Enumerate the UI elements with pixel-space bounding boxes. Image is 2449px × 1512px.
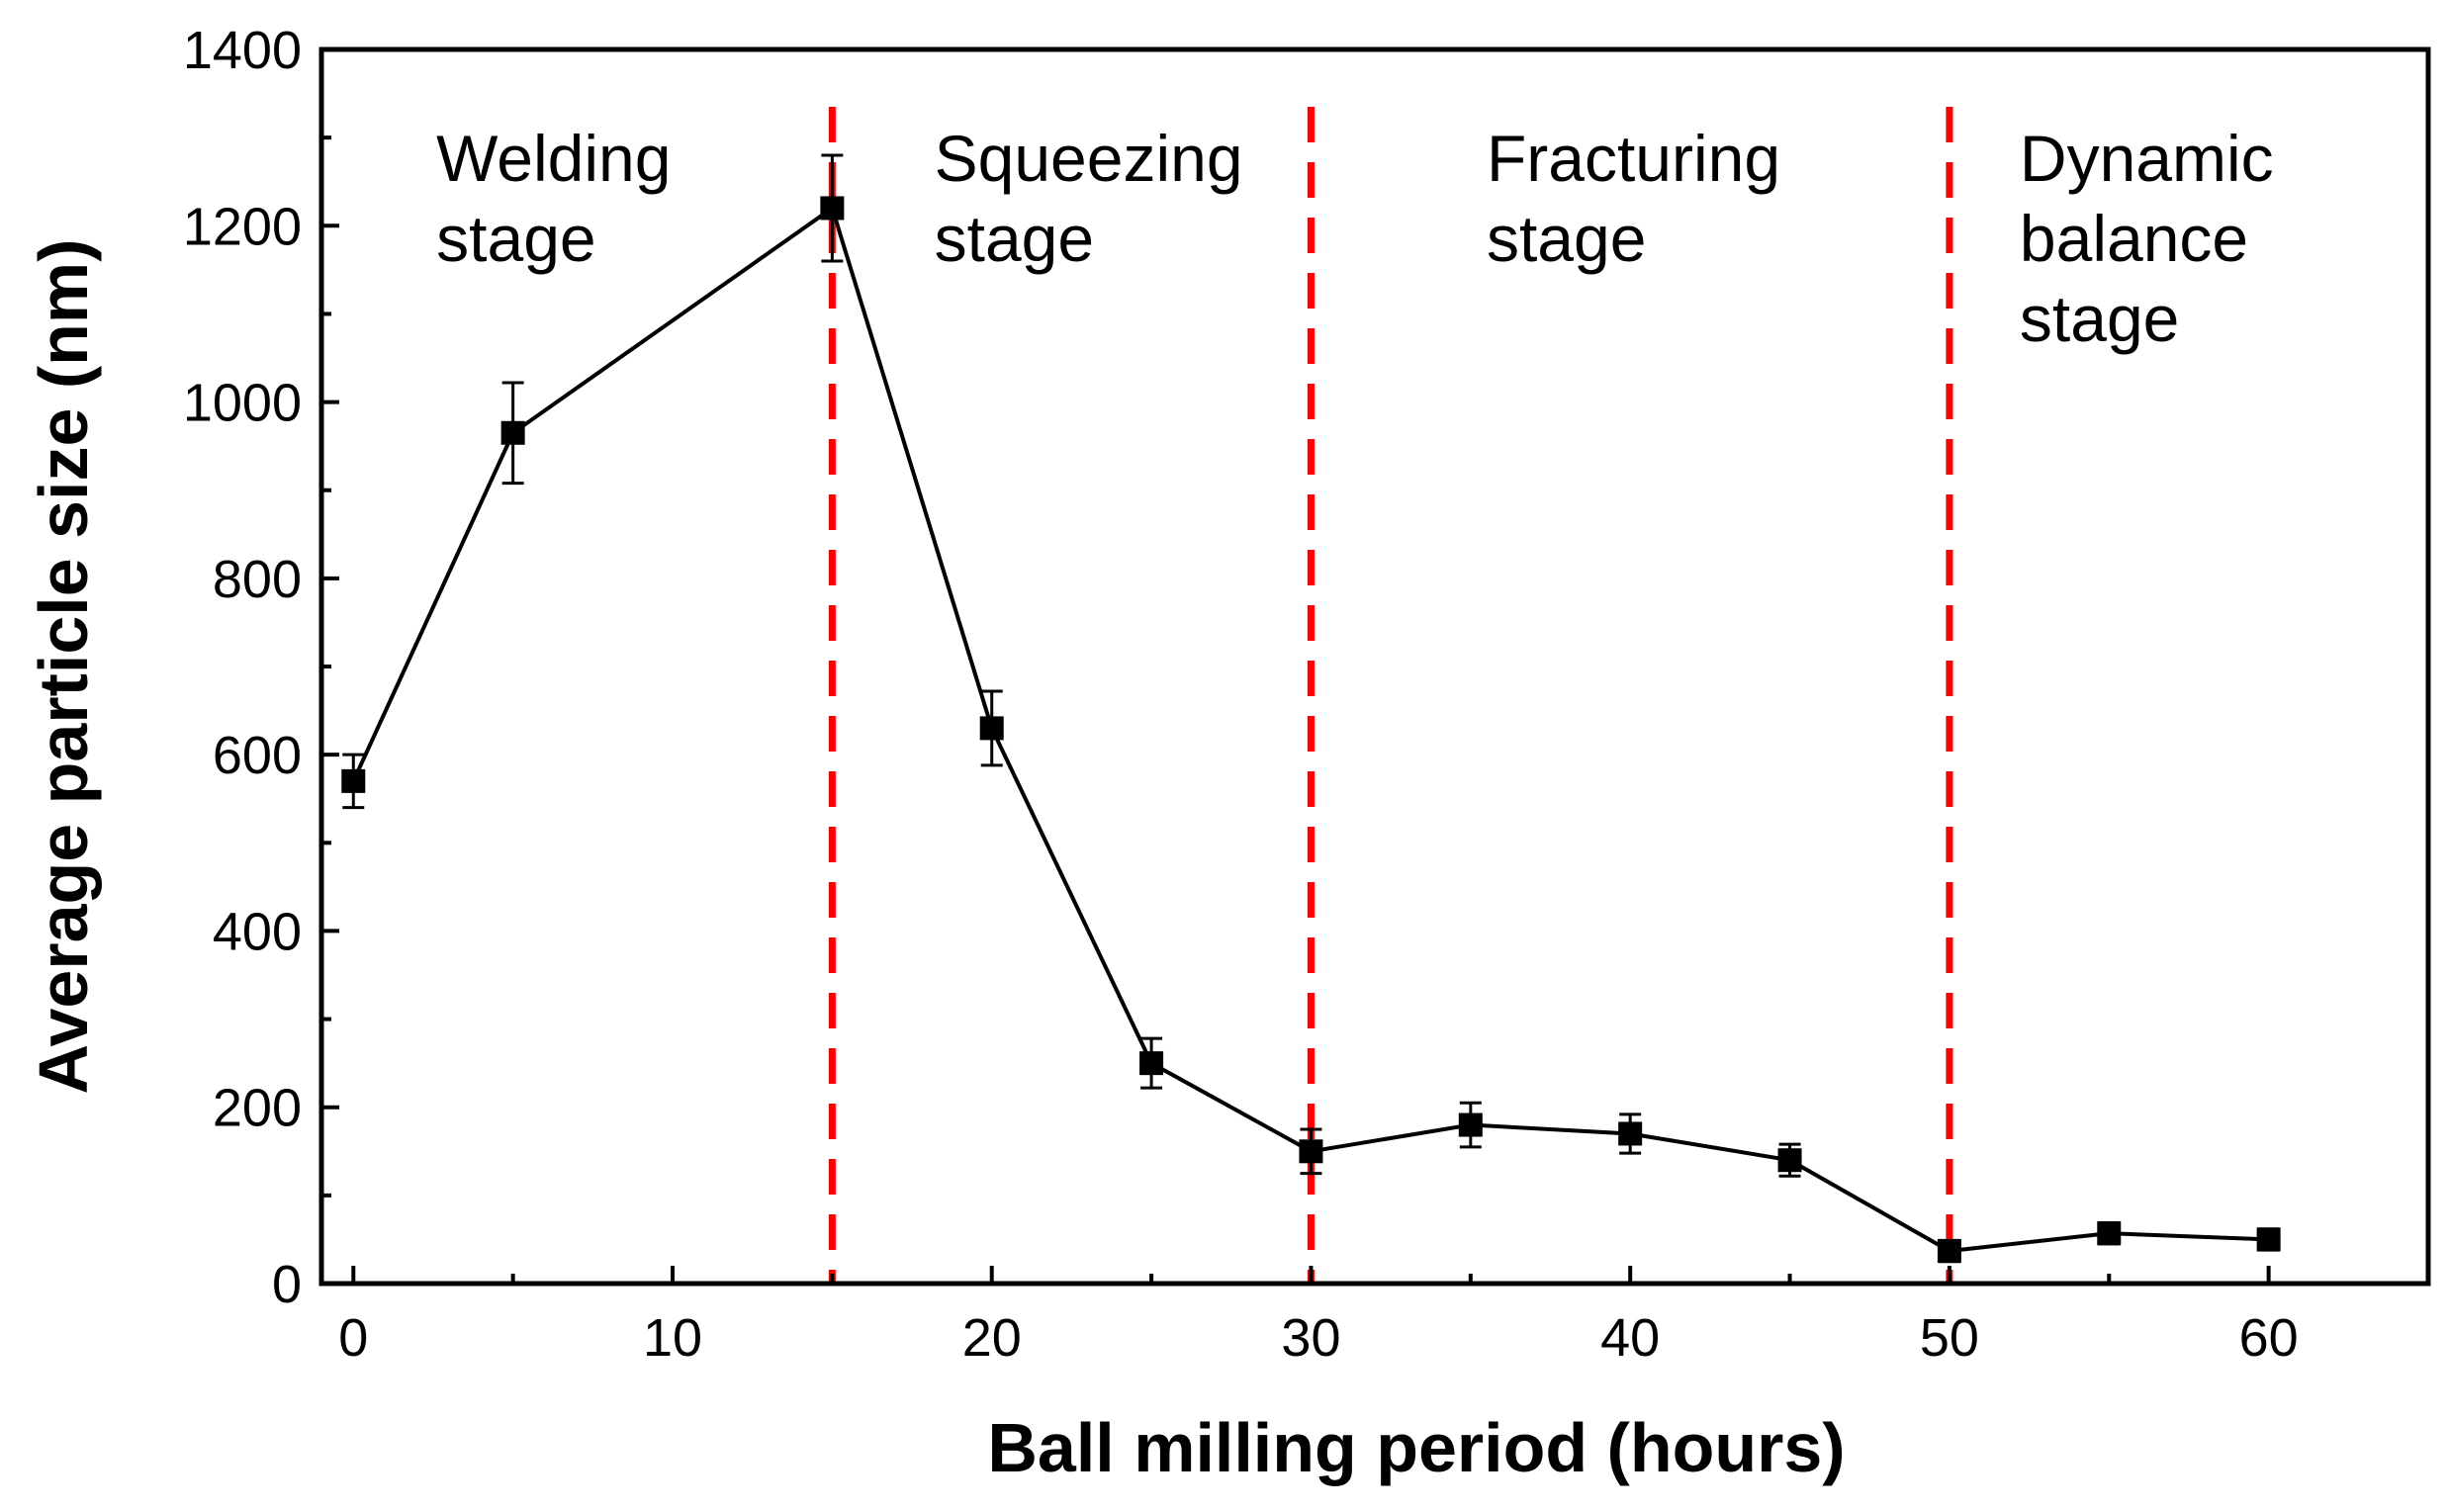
x-tick-label: 50 <box>1920 1308 1979 1368</box>
data-point <box>1299 1139 1323 1164</box>
stage-label-line: stage <box>935 202 1094 275</box>
series-line <box>351 205 2269 1254</box>
x-tick-label: 20 <box>962 1308 1022 1368</box>
y-axis-title: Average particle size (nm) <box>25 239 102 1095</box>
y-tick-label: 0 <box>272 1255 302 1314</box>
x-tick-label: 30 <box>1281 1308 1340 1368</box>
stage-label-line: Welding <box>436 122 671 195</box>
data-point <box>1458 1112 1483 1137</box>
data-point <box>2256 1227 2281 1252</box>
y-tick-label: 800 <box>213 550 302 609</box>
data-point <box>979 716 1004 741</box>
stage-label-line: stage <box>436 202 595 275</box>
x-tick-label: 0 <box>338 1308 368 1368</box>
stage-label-line: Squeezing <box>935 122 1243 195</box>
stage-label: Squeezing stage <box>935 122 1243 275</box>
data-point <box>341 768 366 793</box>
stage-label-line: balance <box>2020 202 2248 275</box>
data-series <box>341 153 2281 1264</box>
x-tick-label: 60 <box>2239 1308 2299 1368</box>
data-point <box>1139 1051 1164 1076</box>
x-axis-title: Ball milling period (hours) <box>987 1409 1845 1486</box>
data-point <box>2097 1221 2122 1246</box>
y-tick-label: 1400 <box>183 21 302 80</box>
x-tick-label: 40 <box>1600 1308 1660 1368</box>
y-tick-label: 600 <box>213 726 302 785</box>
stage-label-line: Fracturing <box>1487 122 1780 195</box>
data-point <box>1777 1148 1802 1173</box>
data-point <box>820 196 845 221</box>
data-point <box>1618 1121 1643 1146</box>
stage-boundaries <box>828 107 1953 1284</box>
stage-label-line: Dynamic <box>2020 122 2274 195</box>
data-point <box>500 420 525 445</box>
stage-label: Fracturing stage <box>1487 122 1780 275</box>
y-tick-label: 200 <box>213 1079 302 1138</box>
stage-label: Dynamic balance stage <box>2020 122 2274 355</box>
x-tick-label: 10 <box>643 1308 702 1368</box>
y-tick-label: 1200 <box>183 197 302 256</box>
y-tick-label: 1000 <box>183 374 302 433</box>
stage-label-line: stage <box>2020 282 2179 355</box>
stage-label-line: stage <box>1487 202 1646 275</box>
stage-label: Welding stage <box>436 122 671 275</box>
data-point <box>1937 1239 1961 1264</box>
y-tick-label: 400 <box>213 902 302 961</box>
